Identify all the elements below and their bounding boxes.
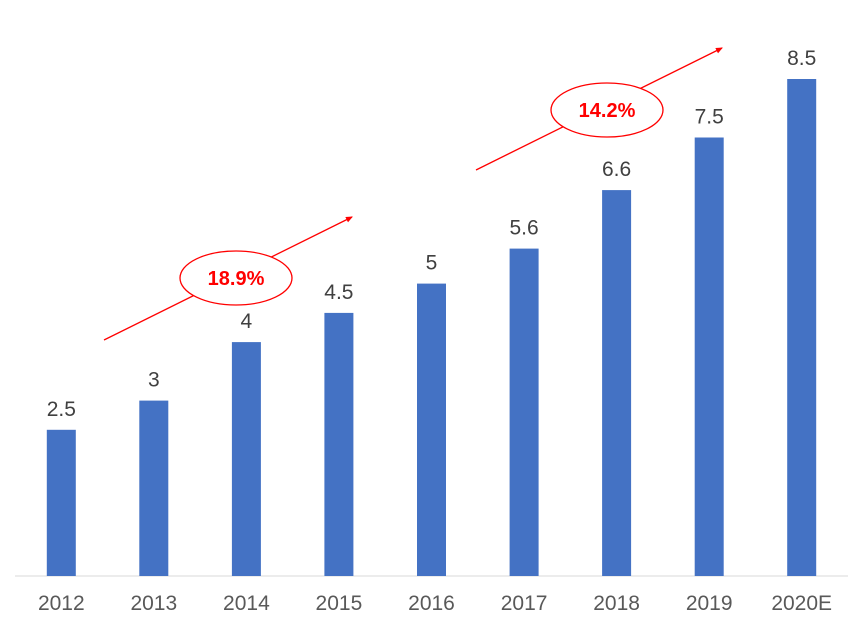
- tick-label-2017: 2017: [501, 592, 548, 615]
- value-label-2016: 5: [426, 252, 438, 275]
- value-label-2019: 7.5: [695, 106, 724, 129]
- bar-2020E: [787, 79, 817, 576]
- cagr-ellipse-1: [179, 250, 293, 306]
- value-label-2015: 4.5: [324, 281, 353, 304]
- value-label-2013: 3: [148, 369, 160, 392]
- bar-2015: [324, 312, 354, 576]
- value-label-2012: 2.5: [47, 398, 76, 421]
- value-label-2014: 4: [241, 310, 253, 333]
- cagr-ellipse-2: [550, 82, 664, 138]
- value-label-2018: 6.6: [602, 158, 631, 181]
- cagr-annotation-2: 14.2%: [475, 47, 723, 171]
- bar-2012: [46, 429, 76, 576]
- bar-2014: [231, 342, 261, 576]
- cagr-label-1: 18.9%: [208, 268, 265, 290]
- tick-label-2020E: 2020E: [771, 592, 832, 615]
- cagr-annotation-1: 18.9%: [103, 216, 353, 341]
- bar-2017: [509, 248, 539, 576]
- tick-label-2014: 2014: [223, 592, 270, 615]
- tick-label-2012: 2012: [38, 592, 85, 615]
- tick-label-2019: 2019: [686, 592, 733, 615]
- bar-2013: [139, 400, 169, 576]
- tick-label-2018: 2018: [593, 592, 640, 615]
- bar-2019: [694, 137, 724, 576]
- tick-label-2016: 2016: [408, 592, 455, 615]
- bar-2018: [602, 190, 632, 576]
- bar-2016: [417, 283, 446, 576]
- tick-label-2013: 2013: [130, 592, 177, 615]
- cagr-label-2: 14.2%: [579, 100, 636, 122]
- value-label-2017: 5.6: [509, 217, 538, 240]
- tick-label-2015: 2015: [316, 592, 363, 615]
- value-label-2020E: 8.5: [787, 47, 816, 70]
